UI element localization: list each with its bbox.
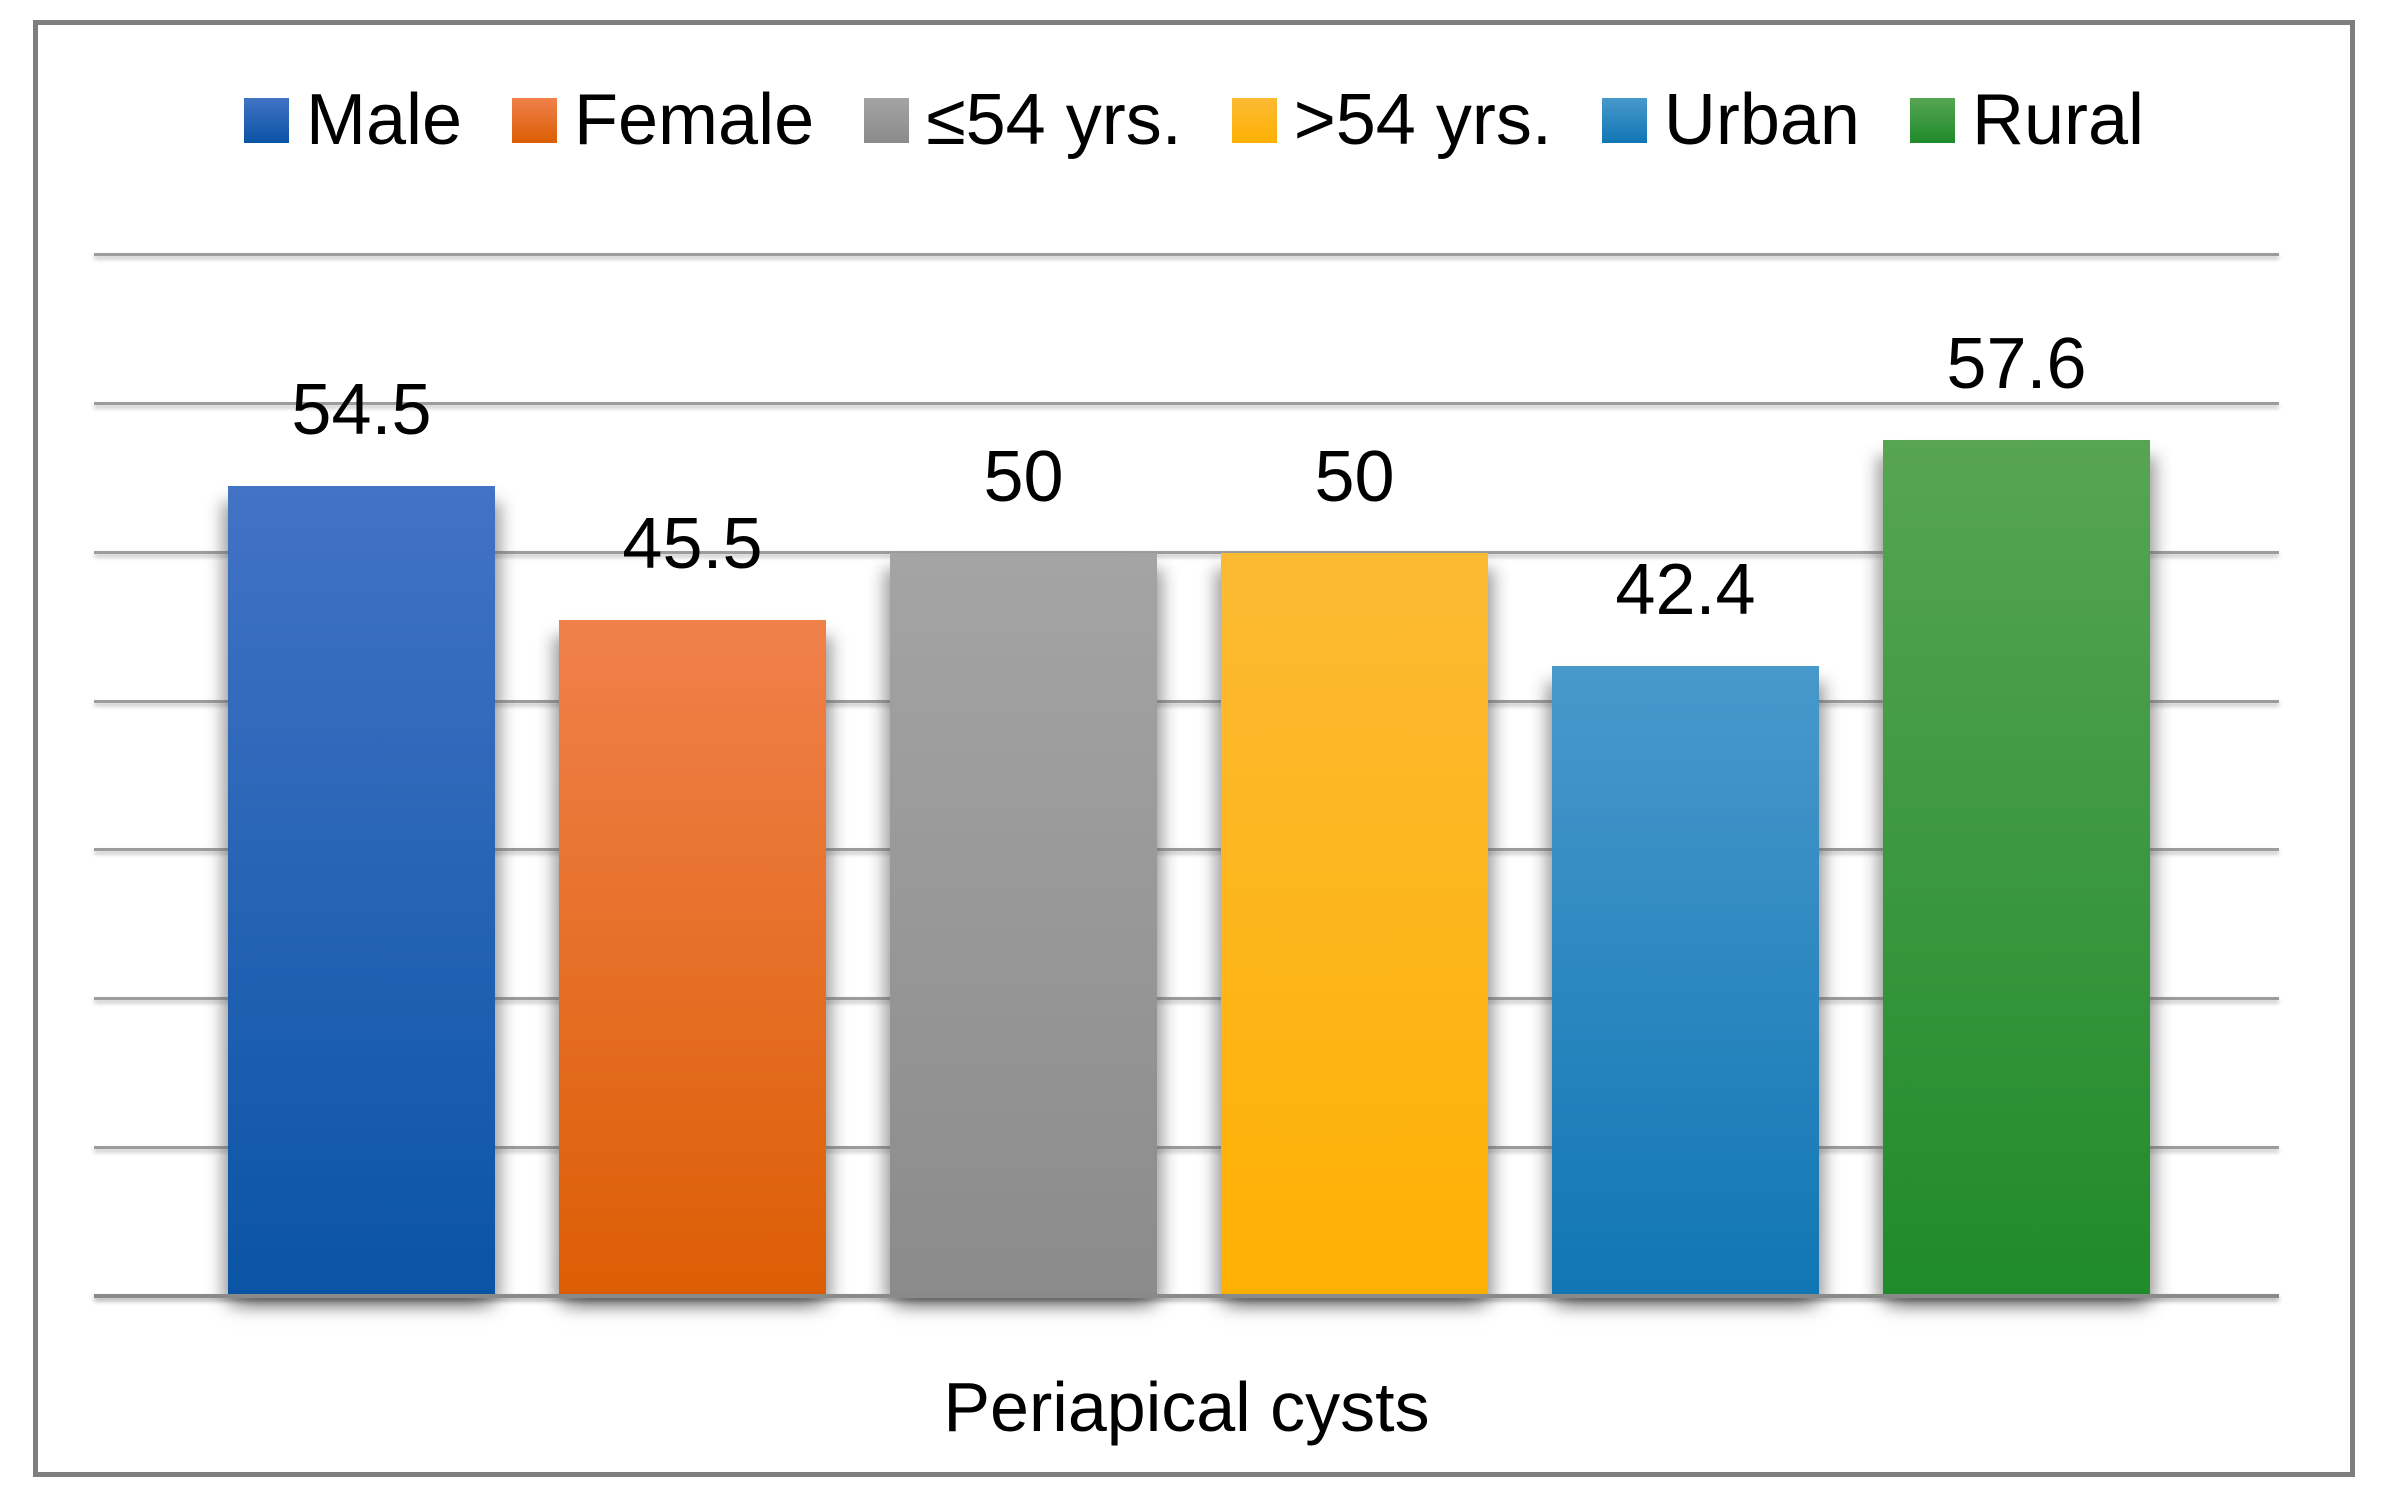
legend-item-urban: Urban <box>1601 80 1860 160</box>
bar-urban <box>1552 665 1819 1297</box>
bar-54-yrs <box>890 552 1157 1297</box>
bar-value-label-male: 54.5 <box>291 369 432 450</box>
legend-item-female: Female <box>512 84 814 156</box>
legend-label: Male <box>305 80 463 160</box>
bar-value-label-54-yrs: 50 <box>1314 436 1395 517</box>
legend-item-54-yrs: ≤54 yrs. <box>864 84 1182 156</box>
x-axis-title: Periapical cysts <box>943 1368 1430 1446</box>
gridline-30 <box>94 848 2279 852</box>
legend-item-54-yrs: >54 yrs. <box>1231 80 1552 160</box>
x-axis-line <box>94 1294 2279 1298</box>
gridline-50 <box>94 550 2279 554</box>
gridline-60 <box>94 401 2279 405</box>
legend-label: Rural <box>1971 80 2145 160</box>
bar-54-yrs <box>1221 552 1488 1297</box>
legend: Male Female ≤54 yrs. >54 yrs. Urban Rural <box>40 82 2348 158</box>
gridline-20 <box>94 997 2279 1001</box>
bar-rural <box>1883 439 2150 1297</box>
legend-label: Female <box>574 80 815 160</box>
gridline-40 <box>94 699 2279 703</box>
legend-swatch-icon <box>1909 97 1955 143</box>
legend-swatch-icon <box>243 97 289 143</box>
bar-value-label-rural: 57.6 <box>1946 323 2087 404</box>
legend-item-rural: Rural <box>1909 80 2145 160</box>
legend-label: ≤54 yrs. <box>926 80 1182 160</box>
bar-value-label-54-yrs: 50 <box>983 436 1064 517</box>
bar-male <box>228 485 495 1297</box>
bar-value-label-female: 45.5 <box>622 503 763 584</box>
bar-female <box>559 619 826 1297</box>
legend-label: >54 yrs. <box>1293 80 1552 160</box>
legend-item-male: Male <box>243 80 463 160</box>
legend-swatch-icon <box>1601 97 1647 143</box>
plot-area: 54.5 45.5 50 50 42.4 57.6 <box>94 253 2279 1298</box>
legend-swatch-icon <box>1231 97 1277 143</box>
bar-value-label-urban: 42.4 <box>1615 549 1756 630</box>
legend-swatch-icon <box>512 97 558 143</box>
gridline-70 <box>94 253 2279 256</box>
legend-label: Urban <box>1663 80 1860 160</box>
gridline-10 <box>94 1146 2279 1150</box>
legend-swatch-icon <box>864 97 910 143</box>
